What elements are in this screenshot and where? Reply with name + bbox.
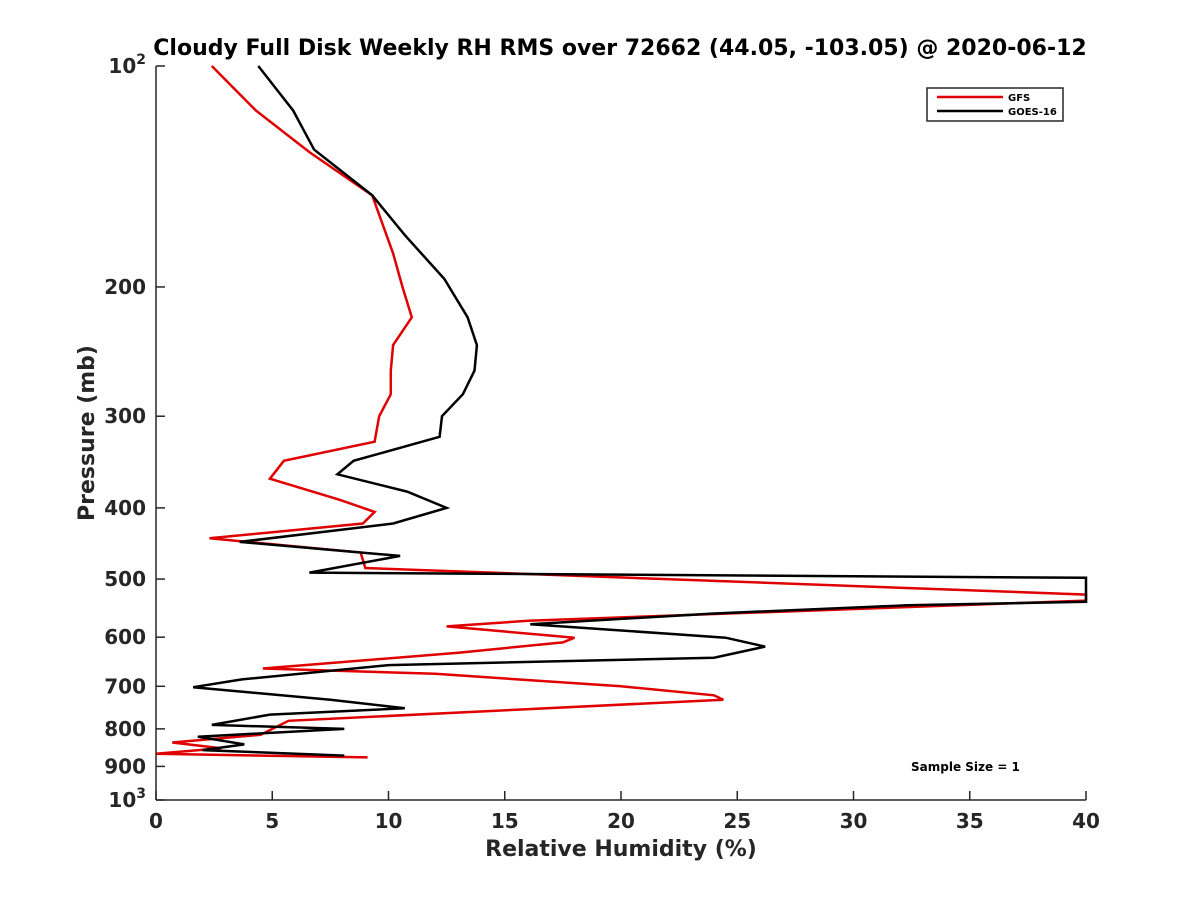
series-line-goes16	[193, 65, 1088, 757]
y-tick-label: 900	[104, 754, 146, 778]
y-axis-ticks: 102 200 300 400 500 600 700 800 900 103	[104, 52, 165, 812]
x-tick-label: 10	[375, 809, 403, 833]
x-tick-label: 0	[149, 809, 163, 833]
x-tick-label: 35	[956, 809, 984, 833]
y-tick-label: 102	[108, 52, 146, 78]
x-axis-ticks: 0 5 10 15 20 25 30 35 40	[149, 791, 1100, 833]
legend-label-goes16: GOES-16	[1008, 107, 1057, 118]
x-tick-label: 40	[1072, 809, 1100, 833]
y-tick-label: 600	[104, 625, 146, 649]
x-tick-label: 30	[840, 809, 868, 833]
legend-box	[926, 87, 1064, 122]
y-tick-label: 200	[104, 275, 146, 299]
y-tick-label: 300	[104, 404, 146, 428]
y-tick-label: 800	[104, 717, 146, 741]
y-tick-label: 400	[104, 496, 146, 520]
y-axis-label: Pressure (mb)	[75, 345, 100, 521]
x-tick-label: 15	[491, 809, 519, 833]
series-layer	[155, 65, 1088, 759]
x-tick-label: 5	[265, 809, 279, 833]
legend-label-gfs: GFS	[1008, 93, 1030, 104]
x-tick-label: 25	[723, 809, 751, 833]
legend: GFS GOES-16	[926, 87, 1064, 122]
x-axis-label: Relative Humidity (%)	[485, 837, 757, 862]
series-line-gfs	[155, 65, 1088, 759]
y-tick-label: 700	[104, 674, 146, 698]
sample-size-annotation: Sample Size = 1	[911, 760, 1020, 774]
y-tick-label: 500	[104, 567, 146, 591]
x-tick-label: 20	[607, 809, 635, 833]
chart-title: Cloudy Full Disk Weekly RH RMS over 7266…	[153, 36, 1086, 61]
y-tick-label: 103	[108, 786, 146, 812]
